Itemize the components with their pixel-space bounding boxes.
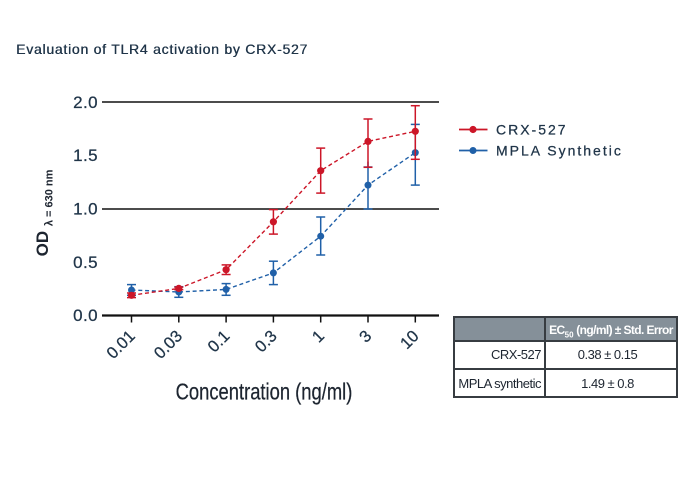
svg-text:0.03: 0.03 bbox=[151, 327, 186, 362]
svg-text:0.0: 0.0 bbox=[73, 306, 98, 325]
svg-text:CRX-527: CRX-527 bbox=[496, 122, 568, 138]
svg-text:2.0: 2.0 bbox=[73, 93, 98, 112]
svg-text:3: 3 bbox=[356, 327, 375, 346]
svg-text:0.5: 0.5 bbox=[73, 253, 98, 272]
svg-text:10: 10 bbox=[397, 327, 423, 353]
svg-text:1.0: 1.0 bbox=[73, 200, 98, 219]
svg-text:0.3: 0.3 bbox=[252, 327, 281, 356]
svg-text:1.5: 1.5 bbox=[73, 146, 98, 165]
svg-text:Concentration (ng/ml): Concentration (ng/ml) bbox=[176, 380, 353, 405]
svg-text:0.1: 0.1 bbox=[204, 327, 233, 356]
svg-text:OD λ = 630 nm: OD λ = 630 nm bbox=[33, 169, 56, 256]
svg-text:MPLA Synthetic: MPLA Synthetic bbox=[496, 143, 623, 159]
svg-text:1: 1 bbox=[309, 327, 328, 346]
svg-text:0.01: 0.01 bbox=[103, 327, 138, 362]
